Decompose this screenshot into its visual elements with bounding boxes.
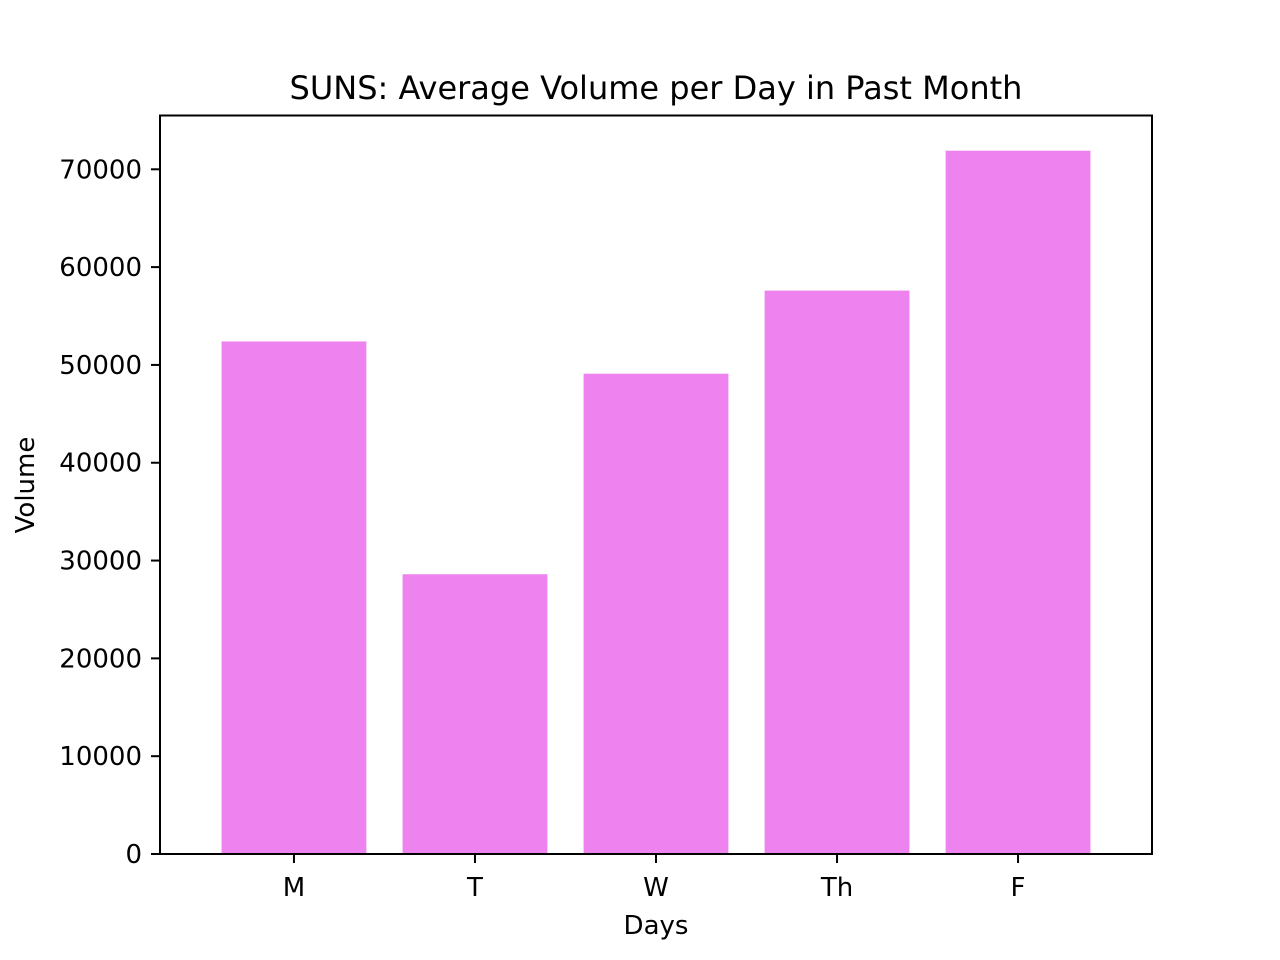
x-axis-label: Days <box>624 911 689 941</box>
y-axis-label: Volume <box>11 437 41 534</box>
bar-t <box>402 574 548 854</box>
y-tick-label: 70000 <box>59 155 142 185</box>
bar-w <box>583 373 729 854</box>
y-tick-label: 0 <box>125 840 142 870</box>
bar-th <box>764 290 910 854</box>
x-axis: M T W Th F <box>283 854 1026 903</box>
x-tick-label: Th <box>820 873 853 903</box>
bar-f <box>945 150 1091 854</box>
chart-title: SUNS: Average Volume per Day in Past Mon… <box>290 69 1023 107</box>
y-tick-label: 30000 <box>59 547 142 577</box>
x-tick-label: W <box>643 873 669 903</box>
plot-frame <box>159 114 1153 855</box>
y-tick-label: 40000 <box>59 449 142 479</box>
y-tick-label: 10000 <box>59 742 142 772</box>
y-axis: 0 10000 20000 30000 40000 50000 60000 70000 <box>59 155 160 870</box>
y-tick-label: 20000 <box>59 644 142 674</box>
bar-m <box>221 341 367 854</box>
x-tick-label: F <box>1011 873 1026 903</box>
x-tick-label: M <box>283 873 305 903</box>
x-tick-label: T <box>466 873 483 903</box>
y-tick-label: 60000 <box>59 253 142 283</box>
y-tick-label: 50000 <box>59 351 142 381</box>
bars-layer <box>221 150 1091 854</box>
